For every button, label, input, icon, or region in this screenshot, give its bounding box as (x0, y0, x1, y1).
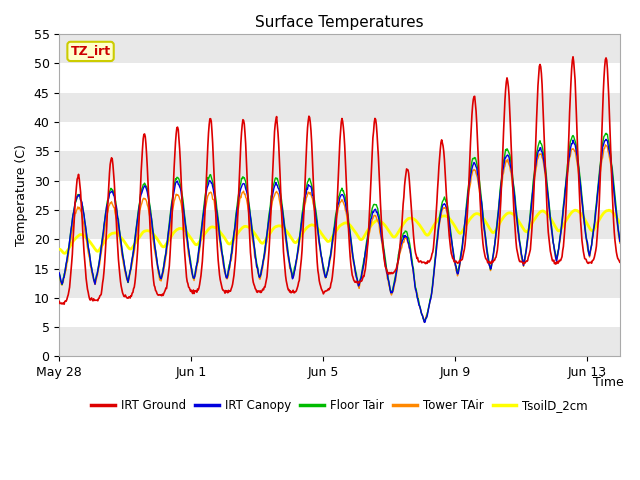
Bar (60, 239, 620, 268)
Bar (60, 151, 620, 180)
IRT Ground (132, 273, 140, 279)
IRT Canopy (616, 239, 623, 244)
IRT Canopy (131, 238, 139, 243)
Floor Tair (616, 237, 623, 242)
IRT Ground (60, 301, 68, 307)
Y-axis label: Temperature (C): Temperature (C) (15, 144, 28, 246)
Text: TZ_irt: TZ_irt (70, 45, 111, 58)
Floor Tair (393, 264, 401, 269)
Tower TAir (56, 274, 63, 280)
Bar (60, 34, 620, 63)
Floor Tair (346, 224, 353, 230)
Line: Floor Tair: Floor Tair (60, 133, 620, 322)
Title: Surface Temperatures: Surface Temperatures (255, 15, 424, 30)
IRT Canopy (56, 270, 63, 276)
IRT Ground (56, 299, 63, 304)
TsoilD_2cm (132, 240, 140, 246)
TsoilD_2cm (616, 219, 623, 225)
Line: IRT Canopy: IRT Canopy (60, 139, 620, 323)
TsoilD_2cm (394, 230, 401, 236)
Floor Tair (420, 319, 428, 324)
Bar (60, 298, 620, 327)
Tower TAir (393, 269, 401, 275)
Tower TAir (169, 206, 177, 212)
IRT Canopy (420, 320, 428, 325)
Floor Tair (120, 254, 127, 260)
Floor Tair (131, 235, 139, 240)
Tower TAir (120, 260, 127, 265)
Tower TAir (346, 233, 353, 239)
Floor Tair (484, 255, 492, 261)
TsoilD_2cm (61, 251, 68, 256)
Floor Tair (602, 131, 610, 136)
Legend: IRT Ground, IRT Canopy, Floor Tair, Tower TAir, TsoilD_2cm: IRT Ground, IRT Canopy, Floor Tair, Towe… (86, 395, 593, 417)
Tower TAir (602, 142, 609, 148)
IRT Ground (616, 259, 623, 265)
X-axis label: Time: Time (593, 376, 624, 389)
Bar (60, 63, 620, 93)
Tower TAir (420, 319, 428, 325)
Tower TAir (131, 244, 139, 250)
TsoilD_2cm (346, 223, 354, 228)
Line: Tower TAir: Tower TAir (60, 145, 620, 322)
IRT Ground (346, 254, 354, 260)
IRT Ground (120, 293, 128, 299)
TsoilD_2cm (56, 246, 63, 252)
IRT Canopy (169, 196, 177, 202)
Tower TAir (484, 259, 492, 264)
IRT Canopy (602, 136, 610, 142)
TsoilD_2cm (572, 207, 579, 213)
IRT Ground (394, 260, 401, 265)
IRT Canopy (484, 259, 492, 265)
Floor Tair (169, 193, 177, 199)
TsoilD_2cm (170, 230, 177, 236)
Bar (60, 210, 620, 239)
Bar (60, 268, 620, 298)
Line: TsoilD_2cm: TsoilD_2cm (60, 210, 620, 253)
Bar (60, 180, 620, 210)
Bar (60, 122, 620, 151)
IRT Ground (569, 54, 577, 60)
Floor Tair (56, 271, 63, 277)
IRT Canopy (346, 227, 353, 232)
TsoilD_2cm (120, 238, 128, 244)
IRT Canopy (120, 255, 127, 261)
TsoilD_2cm (484, 224, 492, 229)
IRT Ground (170, 181, 177, 187)
IRT Canopy (393, 266, 401, 272)
Bar (60, 327, 620, 357)
Line: IRT Ground: IRT Ground (60, 57, 620, 304)
IRT Ground (484, 259, 492, 264)
Bar (60, 93, 620, 122)
Tower TAir (616, 240, 623, 246)
